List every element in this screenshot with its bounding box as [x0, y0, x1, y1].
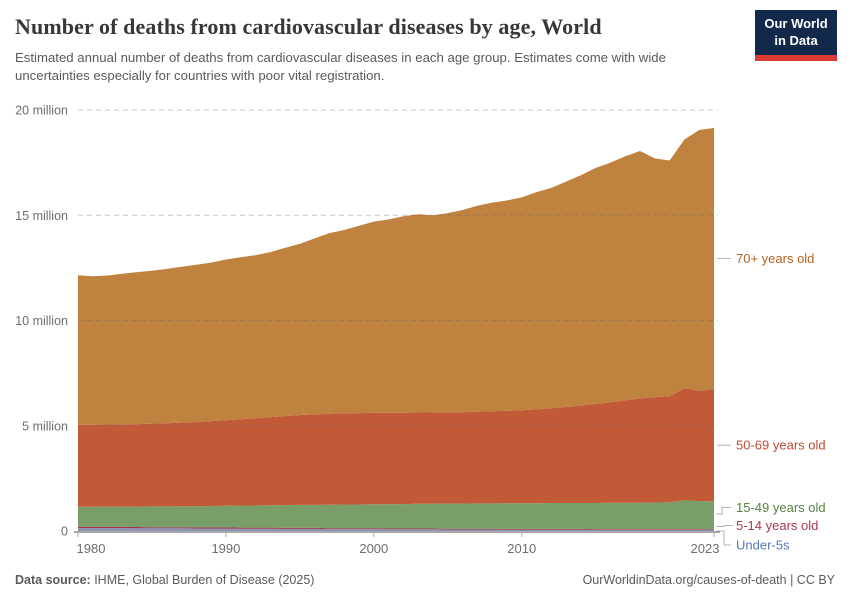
legend-label-50-69-years-old[interactable]: 50-69 years old: [736, 438, 826, 453]
data-source-label: Data source:: [15, 573, 91, 587]
y-axis-label-20: 20 million: [15, 104, 68, 118]
stacked-area-chart[interactable]: 0 5 million 10 million 15 million 20 million…: [0, 95, 850, 565]
legend-label-under-5s[interactable]: Under-5s: [736, 538, 790, 553]
footer-citation-link[interactable]: OurWorldinData.org/causes-of-death | CC …: [582, 573, 835, 587]
owid-logo: Our World in Data: [755, 10, 837, 61]
chart-footer: Data source: IHME, Global Burden of Dise…: [15, 573, 835, 587]
x-axis-label-2000: 2000: [359, 541, 388, 556]
area-70-years-old[interactable]: [78, 127, 714, 425]
logo-line-1: Our World: [764, 16, 828, 31]
data-source: Data source: IHME, Global Burden of Dise…: [15, 573, 314, 587]
y-axis-label-10: 10 million: [15, 314, 68, 328]
y-axis-label-0: 0: [61, 525, 68, 539]
x-axis-label-1990: 1990: [211, 541, 240, 556]
x-axis-label-2010: 2010: [507, 541, 536, 556]
header: Number of deaths from cardiovascular dis…: [15, 14, 755, 86]
legend-connector-5-14-years-old: [716, 525, 733, 527]
area-50-69-years-old[interactable]: [78, 388, 714, 507]
x-axis-label-1980: 1980: [77, 541, 106, 556]
x-axis-label-2023: 2023: [691, 541, 720, 556]
area-15-49-years-old[interactable]: [78, 500, 714, 530]
legend-connector-under-5s: [716, 530, 731, 546]
chart-subtitle: Estimated annual number of deaths from c…: [15, 50, 666, 84]
legend-label-5-14-years-old[interactable]: 5-14 years old: [736, 518, 818, 533]
legend-label-70-years-old[interactable]: 70+ years old: [736, 251, 814, 266]
area-5-14-years-old[interactable]: [78, 526, 714, 530]
page-title: Number of deaths from cardiovascular dis…: [15, 14, 602, 39]
area-under-5s[interactable]: [78, 528, 714, 531]
legend-connector-15-49-years-old: [716, 507, 731, 515]
legend-label-15-49-years-old[interactable]: 15-49 years old: [736, 500, 826, 515]
data-source-text: IHME, Global Burden of Disease (2025): [90, 573, 315, 587]
y-axis-label-15: 15 million: [15, 209, 68, 223]
logo-line-2: in Data: [774, 32, 818, 48]
y-axis-label-5: 5 million: [22, 419, 68, 433]
